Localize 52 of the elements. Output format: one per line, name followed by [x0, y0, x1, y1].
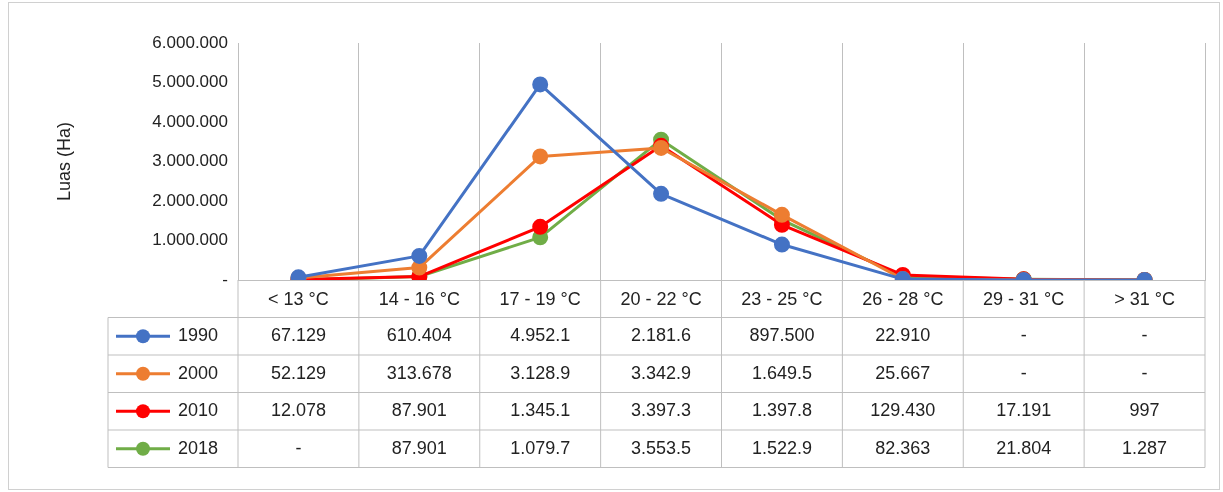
x-tick-label: 20 - 22 °C: [620, 288, 702, 309]
data-label: 1.397.8: [751, 400, 812, 421]
y-tick-label: 3.000.000: [152, 151, 228, 171]
x-tick-label: < 13 °C: [268, 288, 329, 309]
x-tick-label: 17 - 19 °C: [499, 288, 581, 309]
x-tick-label: 23 - 25 °C: [741, 288, 823, 309]
data-label: 52.129: [270, 362, 326, 383]
data-label: 21.804: [996, 437, 1052, 458]
data-label: -: [1020, 362, 1027, 383]
data-label: -: [1141, 362, 1148, 383]
data-label: 82.363: [875, 437, 931, 458]
data-label: 3.553.5: [631, 437, 692, 458]
data-label: -: [295, 437, 302, 458]
data-label: 313.678: [386, 362, 452, 383]
data-label: 17.191: [996, 400, 1052, 421]
data-label: 3.128.9: [510, 362, 571, 383]
data-label: 25.667: [875, 362, 931, 383]
data-label: 897.500: [749, 325, 815, 346]
x-tick-label: 29 - 31 °C: [983, 288, 1065, 309]
y-tick-label: 2.000.000: [152, 190, 228, 210]
x-tick-label: 14 - 16 °C: [378, 288, 460, 309]
data-label: -: [1141, 325, 1148, 346]
data-label: 3.397.3: [631, 400, 692, 421]
data-label: 67.129: [270, 325, 326, 346]
data-label: 22.910: [875, 325, 931, 346]
legend-label: 2000: [178, 362, 219, 383]
y-tick-label: 5.000.000: [152, 72, 228, 92]
legend-label: 2010: [178, 400, 219, 421]
y-axis-title: Luas (Ha): [53, 121, 74, 202]
data-label: 1.649.5: [751, 362, 812, 383]
data-label: 1.522.9: [751, 437, 812, 458]
y-tick-label: 6.000.000: [152, 32, 228, 52]
x-tick-label: 26 - 28 °C: [862, 288, 944, 309]
data-label: 4.952.1: [510, 325, 571, 346]
data-label: 87.901: [391, 437, 447, 458]
data-label: 12.078: [270, 400, 326, 421]
legend-label: 2018: [178, 437, 219, 458]
y-tick-label: -: [222, 269, 228, 289]
data-label: 87.901: [391, 400, 447, 421]
data-label: 2.181.6: [631, 325, 692, 346]
data-label: 3.342.9: [631, 362, 692, 383]
y-tick-label: 1.000.000: [152, 230, 228, 250]
data-label: 129.430: [870, 400, 936, 421]
data-label: 1.079.7: [510, 437, 571, 458]
data-label: 610.404: [386, 325, 452, 346]
data-label: -: [1020, 325, 1027, 346]
data-label: 1.287: [1122, 437, 1168, 458]
legend-label: 1990: [178, 325, 219, 346]
y-tick-label: 4.000.000: [152, 111, 228, 131]
x-tick-label: > 31 °C: [1114, 288, 1175, 309]
data-label: 997: [1129, 400, 1160, 421]
data-label: 1.345.1: [510, 400, 571, 421]
